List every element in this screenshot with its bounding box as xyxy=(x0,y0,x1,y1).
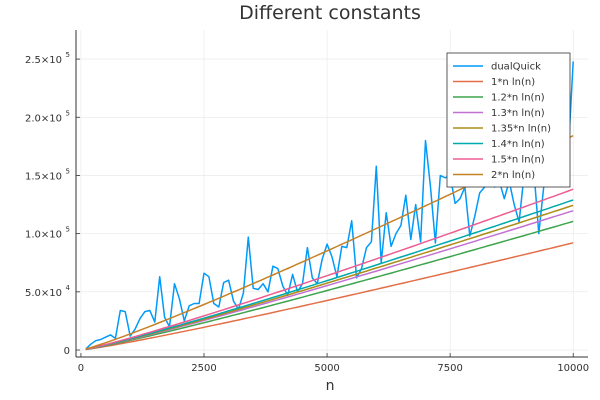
y-tick-exponent: 5 xyxy=(66,109,70,117)
legend-entry: 1.35*n ln(n) xyxy=(491,124,551,135)
series-line-1-35-n-ln-n- xyxy=(85,204,574,351)
chart-title: Different constants xyxy=(239,2,421,24)
legend-entry: 1.3*n ln(n) xyxy=(491,108,545,119)
x-tick-label: 5000 xyxy=(314,363,339,374)
series-line-1-2-n-ln-n- xyxy=(85,220,574,351)
legend: dualQuick 1*n ln(n) 1.2*n ln(n) 1.3*n ln(n)… xyxy=(446,52,571,188)
y-tick-label: 5.0×10 xyxy=(25,288,62,299)
y-ticks: 0 4 5.0×10 5 1.0×10 5 1.5×10 5 2.0×10 5 2.5×10 xyxy=(25,51,80,357)
y-tick-label: 2.5×10 xyxy=(25,55,62,66)
y-tick-label: 1.5×10 xyxy=(25,171,62,182)
series-line-1-5-n-ln-n- xyxy=(85,188,574,350)
x-axis-label: n xyxy=(326,378,335,394)
y-tick-label: 2.0×10 xyxy=(25,113,62,124)
x-ticks: 0 2500 5000 7500 10000 xyxy=(78,353,589,374)
x-tick-label: 2500 xyxy=(191,363,216,374)
legend-entry: 2*n ln(n) xyxy=(491,170,535,181)
legend-box xyxy=(446,52,571,188)
legend-entry: 1.2*n ln(n) xyxy=(491,93,545,104)
y-tick-label: 0 xyxy=(64,346,70,357)
series-line-1-4-n-ln-n- xyxy=(85,199,574,351)
axes xyxy=(75,30,588,358)
x-tick-label: 0 xyxy=(78,363,84,374)
series-line-1-n-ln-n- xyxy=(85,242,574,351)
y-tick-exponent: 5 xyxy=(66,226,70,234)
legend-entry: dualQuick xyxy=(491,62,541,73)
legend-entry: 1*n ln(n) xyxy=(491,77,535,88)
legend-entry: 1.4*n ln(n) xyxy=(491,139,545,150)
legend-entry: 1.5*n ln(n) xyxy=(491,155,545,166)
y-tick-exponent: 4 xyxy=(66,284,71,292)
y-tick-label: 1.0×10 xyxy=(25,230,62,241)
x-tick-label: 10000 xyxy=(557,363,589,374)
y-tick-exponent: 5 xyxy=(66,167,70,175)
x-tick-label: 7500 xyxy=(437,363,462,374)
y-tick-exponent: 5 xyxy=(66,51,70,59)
